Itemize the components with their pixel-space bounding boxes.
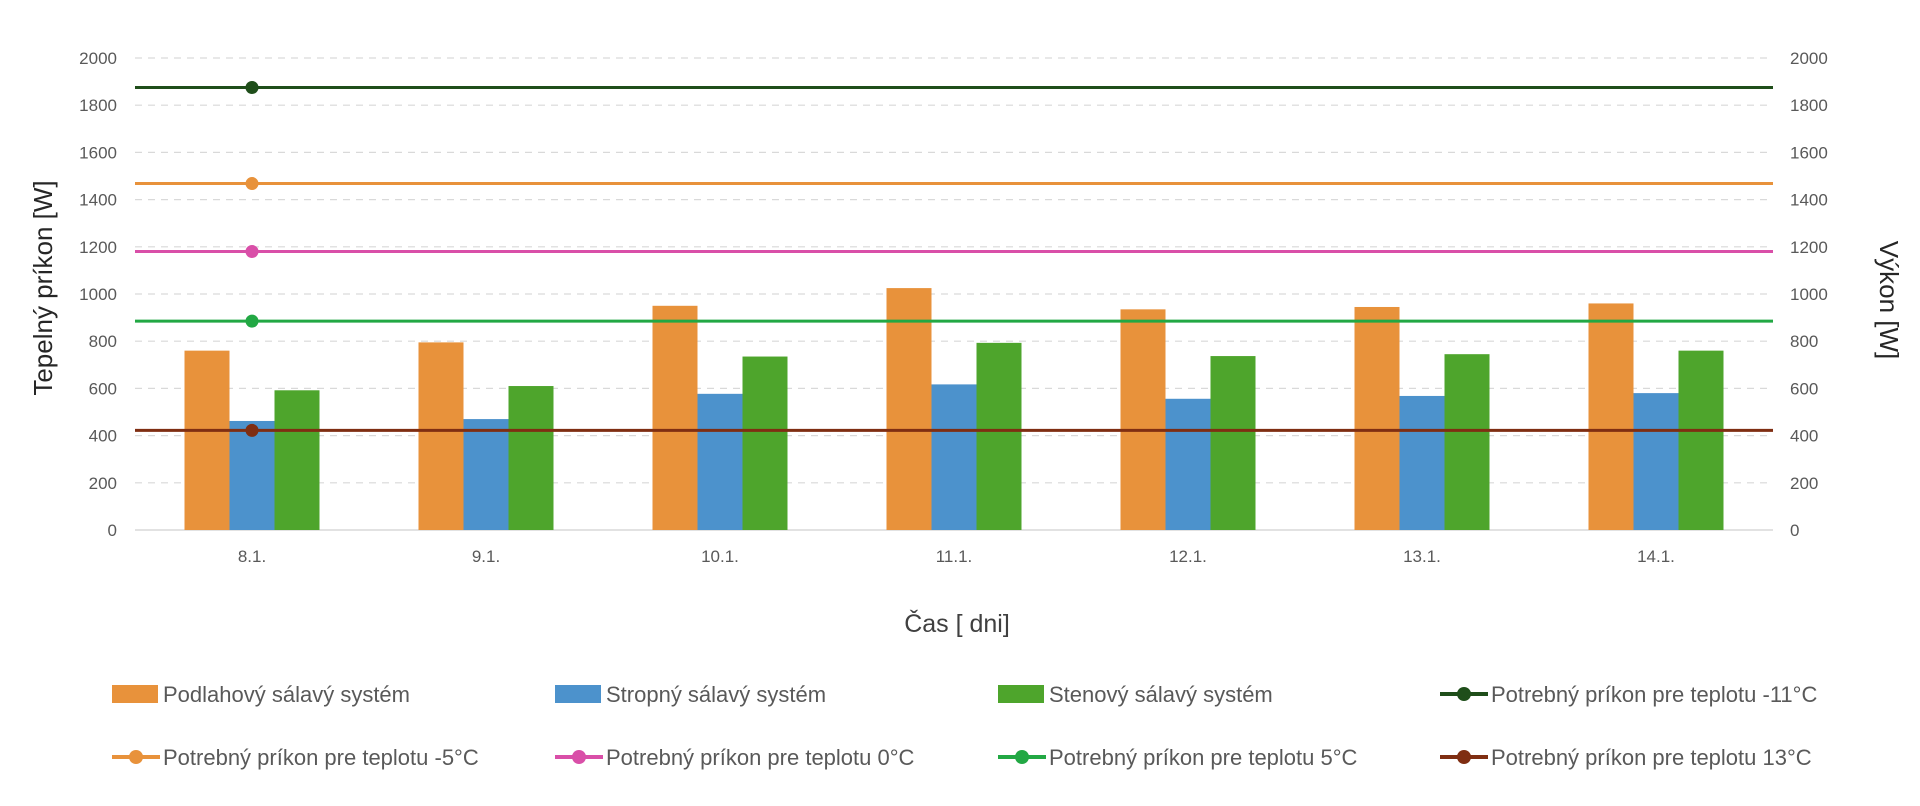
legend-marker	[1457, 687, 1471, 701]
bar-podlahovy-8.1.	[184, 350, 230, 530]
bar-podlahovy-13.1.	[1354, 306, 1400, 530]
legend-label: Stropný sálavý systém	[606, 682, 826, 707]
y-left-tick-label: 1000	[79, 285, 117, 304]
legend: Podlahový sálavý systém Stropný sálavý sy…	[112, 682, 1817, 770]
legend-item: Potrebný príkon pre teplotu 13°C	[1440, 745, 1812, 770]
x-tick-label: 8.1.	[238, 547, 266, 566]
legend-item: Stenový sálavý systém	[998, 682, 1273, 707]
legend-item: Potrebný príkon pre teplotu 0°C	[555, 745, 915, 770]
legend-marker	[1015, 750, 1029, 764]
bar-stropny-12.1.	[1165, 398, 1211, 530]
line-marker-4	[245, 314, 259, 328]
y-left-tick-label: 0	[108, 521, 117, 540]
bar-stropny-14.1.	[1633, 393, 1679, 530]
y-left-tick-label: 1400	[79, 191, 117, 210]
bar-stenovy-8.1.	[274, 390, 320, 530]
bar-podlahovy-11.1.	[886, 288, 932, 530]
y-left-tick-label: 200	[89, 474, 117, 493]
line-marker-1	[245, 81, 259, 94]
legend-marker	[572, 750, 586, 764]
y-left-tick-label: 400	[89, 427, 117, 446]
x-tick-label: 14.1.	[1637, 547, 1675, 566]
legend-marker	[1457, 750, 1471, 764]
y-left-tick-label: 1200	[79, 238, 117, 257]
legend-label: Potrebný príkon pre teplotu 5°C	[1049, 745, 1358, 770]
bar-stenovy-14.1.	[1678, 350, 1724, 530]
y-left-tick-label: 600	[89, 379, 117, 398]
legend-item: Potrebný príkon pre teplotu 5°C	[998, 745, 1358, 770]
y-right-tick-label: 600	[1790, 379, 1818, 398]
x-tick-label: 12.1.	[1169, 547, 1207, 566]
bar-podlahovy-12.1.	[1120, 309, 1166, 530]
gridlines	[135, 57, 1773, 531]
y-right-tick-label: 1400	[1790, 191, 1828, 210]
x-tick-label: 13.1.	[1403, 547, 1441, 566]
line-marker-2	[245, 177, 259, 191]
bar-stropny-10.1.	[697, 393, 743, 530]
y-right-tick-label: 0	[1790, 521, 1799, 540]
bar-stropny-13.1.	[1399, 395, 1445, 530]
y-left-tick-label: 1600	[79, 143, 117, 162]
legend-label: Podlahový sálavý systém	[163, 682, 410, 707]
line-series	[135, 81, 1773, 437]
bar-stropny-8.1.	[229, 420, 275, 530]
bar-stropny-11.1.	[931, 384, 977, 530]
legend-item: Podlahový sálavý systém	[112, 682, 410, 707]
x-axis-ticks: 8.1. 9.1. 10.1. 11.1. 12.1. 13.1. 14.1.	[238, 547, 1675, 566]
legend-label: Stenový sálavý systém	[1049, 682, 1273, 707]
x-tick-label: 11.1.	[936, 547, 973, 566]
legend-swatch	[555, 685, 601, 703]
y-right-tick-label: 200	[1790, 474, 1818, 493]
legend-label: Potrebný príkon pre teplotu 0°C	[606, 745, 915, 770]
bar-podlahovy-14.1.	[1588, 303, 1634, 530]
y-right-tick-label: 1600	[1790, 143, 1828, 162]
x-axis-title: Čas [ dni]	[904, 609, 1010, 638]
y-axis-left-title: Tepelný príkon [W]	[28, 180, 58, 395]
x-tick-label: 9.1.	[472, 547, 500, 566]
legend-marker	[129, 750, 143, 764]
y-right-tick-label: 1800	[1790, 96, 1828, 115]
y-left-tick-label: 1800	[79, 96, 117, 115]
legend-item: Stropný sálavý systém	[555, 682, 826, 707]
line-marker-3	[245, 245, 259, 259]
bar-stenovy-10.1.	[742, 356, 788, 530]
x-tick-label: 10.1.	[701, 547, 739, 566]
y-right-tick-label: 1200	[1790, 238, 1828, 257]
legend-item: Potrebný príkon pre teplotu -5°C	[112, 745, 479, 770]
y-left-tick-label: 2000	[79, 49, 117, 68]
bar-stropny-9.1.	[463, 419, 509, 530]
legend-swatch	[112, 685, 158, 703]
bar-podlahovy-9.1.	[418, 342, 464, 530]
y-right-tick-label: 1000	[1790, 285, 1828, 304]
legend-label: Potrebný príkon pre teplotu -11°C	[1491, 682, 1817, 707]
y-right-tick-label: 2000	[1790, 49, 1828, 68]
bar-stenovy-12.1.	[1210, 356, 1256, 530]
legend-label: Potrebný príkon pre teplotu 13°C	[1491, 745, 1812, 770]
bar-podlahovy-10.1.	[652, 305, 698, 530]
legend-label: Potrebný príkon pre teplotu -5°C	[163, 745, 479, 770]
bar-series	[184, 288, 1724, 530]
bar-stenovy-11.1.	[976, 342, 1022, 530]
y-axis-left-ticks: 0 200 400 600 800 1000 1200 1400 1600 1800 2000	[79, 49, 117, 540]
y-right-tick-label: 800	[1790, 332, 1818, 351]
legend-item: Potrebný príkon pre teplotu -11°C	[1440, 682, 1817, 707]
y-axis-right-ticks: 0 200 400 600 800 1000 1200 1400 1600 1800 2000	[1790, 49, 1828, 540]
line-marker-5	[245, 423, 259, 437]
bar-stenovy-9.1.	[508, 386, 554, 530]
bar-stenovy-13.1.	[1444, 354, 1490, 530]
y-axis-right-title: Výkon [W]	[1874, 241, 1904, 359]
y-right-tick-label: 400	[1790, 427, 1818, 446]
y-left-tick-label: 800	[89, 332, 117, 351]
legend-swatch	[998, 685, 1044, 703]
